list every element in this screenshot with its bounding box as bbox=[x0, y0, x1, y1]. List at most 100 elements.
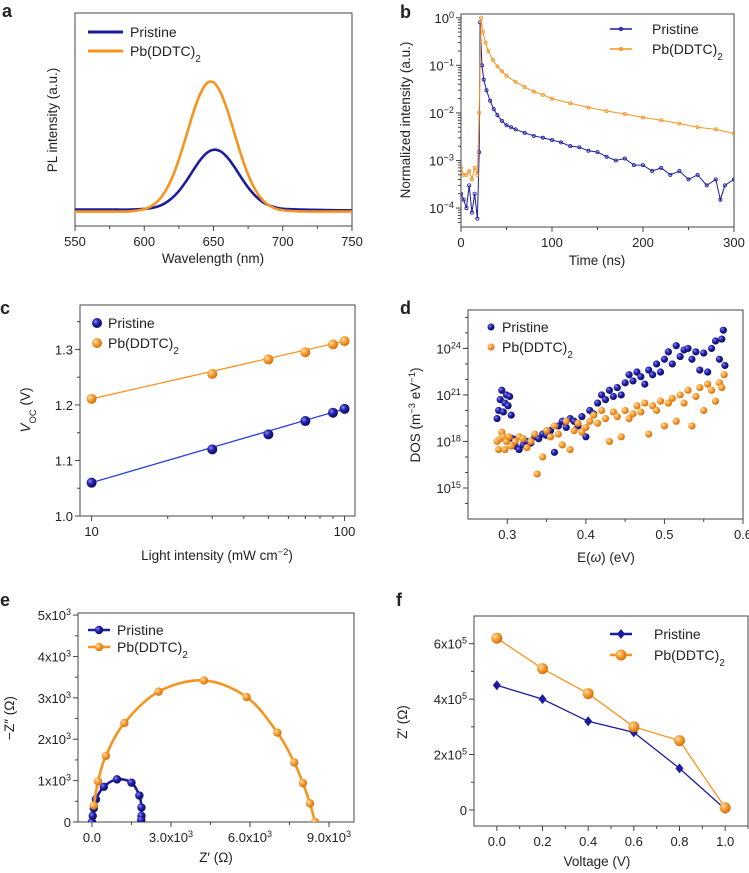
y-tick-label-part: 6x10 bbox=[434, 637, 462, 652]
data-point bbox=[327, 339, 338, 350]
data-point bbox=[613, 158, 618, 163]
data-point bbox=[550, 96, 555, 101]
data-point bbox=[475, 216, 480, 221]
plot-frame bbox=[467, 309, 744, 520]
y-tick-label-part: 5 bbox=[462, 691, 467, 701]
data-point bbox=[519, 435, 527, 443]
data-point bbox=[582, 423, 590, 432]
data-point bbox=[505, 433, 513, 441]
y-tick-label: 0 bbox=[460, 803, 467, 818]
y-tick-label: 1.1 bbox=[55, 453, 73, 468]
data-point bbox=[586, 417, 594, 425]
x-axis-label-part: E( bbox=[577, 550, 591, 565]
data-point bbox=[562, 423, 570, 432]
x-tick-label: 0 bbox=[457, 235, 464, 250]
y-tick-label-part: 15 bbox=[451, 480, 461, 490]
data-point bbox=[137, 803, 146, 812]
x-tick-label: 550 bbox=[64, 234, 86, 249]
series-line bbox=[496, 637, 726, 809]
y-tick-label-part: 3 bbox=[66, 690, 71, 700]
data-point bbox=[722, 183, 727, 188]
y-tick-label-part: 10 bbox=[436, 341, 450, 356]
data-point bbox=[464, 172, 469, 177]
x-axis-label-part: −2 bbox=[278, 547, 289, 558]
data-point bbox=[695, 125, 700, 130]
y-tick-label: 1.0 bbox=[55, 509, 73, 524]
data-point bbox=[668, 360, 676, 368]
legend-label: Pristine bbox=[117, 622, 164, 638]
data-point bbox=[711, 397, 720, 405]
y-tick-label: 100 bbox=[434, 10, 454, 26]
x-axis-label: Wavelength (nm) bbox=[162, 251, 264, 266]
data-point bbox=[499, 118, 504, 123]
data-point bbox=[594, 399, 602, 407]
x-axis-label-part: Light intensity (mW cm bbox=[141, 548, 278, 563]
data-point bbox=[676, 352, 684, 361]
y-tick-label: 1015 bbox=[436, 480, 461, 496]
data-point bbox=[586, 148, 591, 153]
data-point bbox=[577, 145, 582, 150]
legend-item: Pristine bbox=[610, 21, 699, 37]
plot-frame bbox=[74, 12, 353, 227]
data-point bbox=[327, 407, 338, 418]
x-axis-label: E(ω) (eV) bbox=[577, 550, 635, 565]
data-point bbox=[617, 433, 625, 441]
y-axis-label: Z′ (Ω) bbox=[395, 705, 410, 739]
data-point bbox=[668, 394, 676, 402]
data-point bbox=[566, 445, 574, 454]
data-point bbox=[604, 108, 609, 113]
data-point bbox=[590, 411, 598, 419]
series-0 bbox=[75, 148, 352, 212]
data-point bbox=[721, 361, 729, 370]
y-axis-label-part: ) bbox=[408, 367, 423, 372]
y-tick-label: 1.3 bbox=[55, 342, 73, 357]
data-point bbox=[507, 411, 515, 419]
series-0 bbox=[492, 680, 730, 815]
legend-item: Pb(DDTC)2 bbox=[92, 335, 179, 357]
data-point bbox=[718, 335, 726, 343]
data-point bbox=[601, 396, 610, 404]
x-tick-label: 100 bbox=[334, 524, 356, 539]
data-point bbox=[207, 368, 218, 379]
data-point bbox=[531, 133, 536, 138]
data-point bbox=[718, 197, 723, 202]
legend-label: Pb(DDTC)2 bbox=[654, 647, 725, 669]
x-tick-label-part: 3.0x10 bbox=[149, 830, 188, 845]
y-tick-label: 2x105 bbox=[434, 747, 467, 763]
data-point bbox=[713, 177, 718, 182]
legend-label: Pristine bbox=[130, 24, 177, 40]
data-point bbox=[481, 77, 486, 82]
data-point bbox=[99, 782, 109, 792]
data-point bbox=[86, 393, 97, 404]
plot-area bbox=[461, 15, 734, 221]
data-point bbox=[641, 380, 649, 388]
data-point bbox=[684, 344, 692, 353]
x-axis-label: Time (ns) bbox=[569, 253, 626, 268]
data-point bbox=[601, 414, 610, 423]
data-point bbox=[531, 430, 539, 438]
plot-area bbox=[493, 326, 729, 478]
x-tick-label: 6.0x103 bbox=[228, 829, 272, 845]
legend-label-part: 2 bbox=[719, 658, 724, 669]
data-point bbox=[89, 801, 99, 810]
data-point bbox=[621, 406, 629, 415]
data-point bbox=[558, 441, 566, 449]
data-point bbox=[490, 57, 495, 62]
data-point bbox=[720, 371, 728, 379]
data-point bbox=[486, 49, 491, 54]
panel-e: e0.0 3.0x103 6.0x103 9.0x10301x1032x1033x10… bbox=[0, 590, 355, 865]
data-point bbox=[527, 437, 535, 446]
data-point bbox=[491, 107, 496, 112]
data-point bbox=[501, 445, 509, 454]
data-point bbox=[120, 718, 129, 728]
data-point bbox=[613, 413, 621, 421]
y-tick-label: 1024 bbox=[436, 340, 461, 356]
y-axis-label: −Z″ (Ω) bbox=[2, 696, 17, 740]
data-point bbox=[713, 127, 718, 132]
y-axis-label-part: −3 bbox=[407, 403, 418, 414]
data-point bbox=[112, 775, 122, 784]
data-point bbox=[464, 206, 469, 211]
data-point bbox=[613, 383, 621, 392]
series-1 bbox=[75, 80, 352, 213]
y-tick-label-part: 18 bbox=[451, 433, 461, 443]
